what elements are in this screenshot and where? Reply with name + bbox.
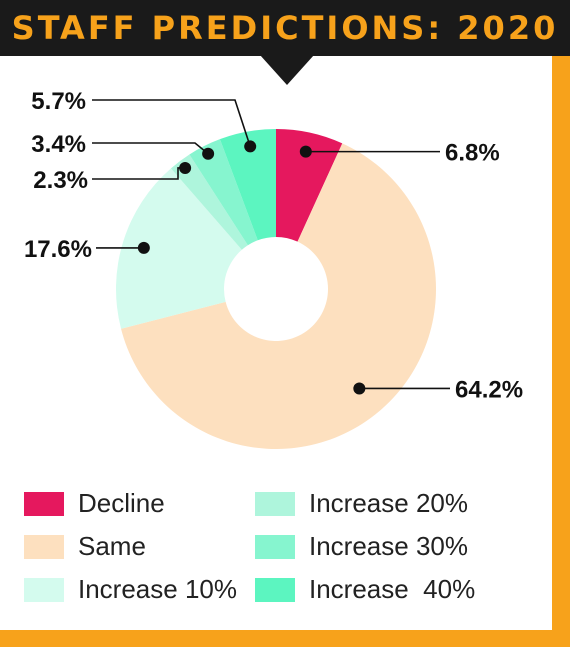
legend-item: Same <box>24 531 146 562</box>
legend-item: Decline <box>24 488 165 519</box>
data-label: 3.4% <box>31 131 86 158</box>
legend-item: Increase 40% <box>255 574 475 605</box>
data-label: 2.3% <box>33 167 88 194</box>
leader-dot <box>353 382 366 395</box>
banner-pointer <box>260 55 314 85</box>
slice-increase-30pct <box>189 139 258 246</box>
data-label: 6.8% <box>445 140 500 167</box>
legend-label: Increase 10% <box>78 574 237 604</box>
legend-label: Same <box>78 531 146 561</box>
leader-line <box>92 99 251 147</box>
chart-title: STAFF PREDICTIONS: 2020 <box>11 9 559 47</box>
legend-label: Increase 40% <box>309 574 476 604</box>
slice-increase-10pct <box>115 168 242 329</box>
legend-label: Decline <box>78 488 165 518</box>
legend-label: Increase 30% <box>309 531 468 561</box>
data-label: 17.6% <box>24 236 92 263</box>
legend-swatch <box>255 491 295 516</box>
leader-dot <box>299 145 312 158</box>
leader-line <box>92 142 209 155</box>
legend-swatch <box>24 534 64 559</box>
legend-swatch <box>255 577 295 602</box>
title-banner <box>0 0 570 56</box>
legend-swatch <box>24 577 64 602</box>
data-label: 5.7% <box>31 88 86 115</box>
frame-bottom-border <box>0 630 570 647</box>
frame-right-border <box>552 56 570 647</box>
slice-decline <box>276 129 343 242</box>
slice-increase-20pct <box>170 154 248 250</box>
slice-increase-40pct <box>219 129 276 241</box>
legend-item: Increase 10% <box>24 574 237 605</box>
legend-swatch <box>255 534 295 559</box>
legend-item: Increase 20% <box>255 488 468 519</box>
data-label: 64.2% <box>455 376 523 403</box>
leader-dot <box>137 241 150 254</box>
legend-swatch <box>24 491 64 516</box>
leader-dot <box>179 161 192 174</box>
slice-same <box>121 143 437 449</box>
leader-dot <box>202 147 215 160</box>
legend-label: Increase 20% <box>309 488 468 518</box>
legend-item: Increase 30% <box>255 531 468 562</box>
leader-dot <box>244 140 257 153</box>
